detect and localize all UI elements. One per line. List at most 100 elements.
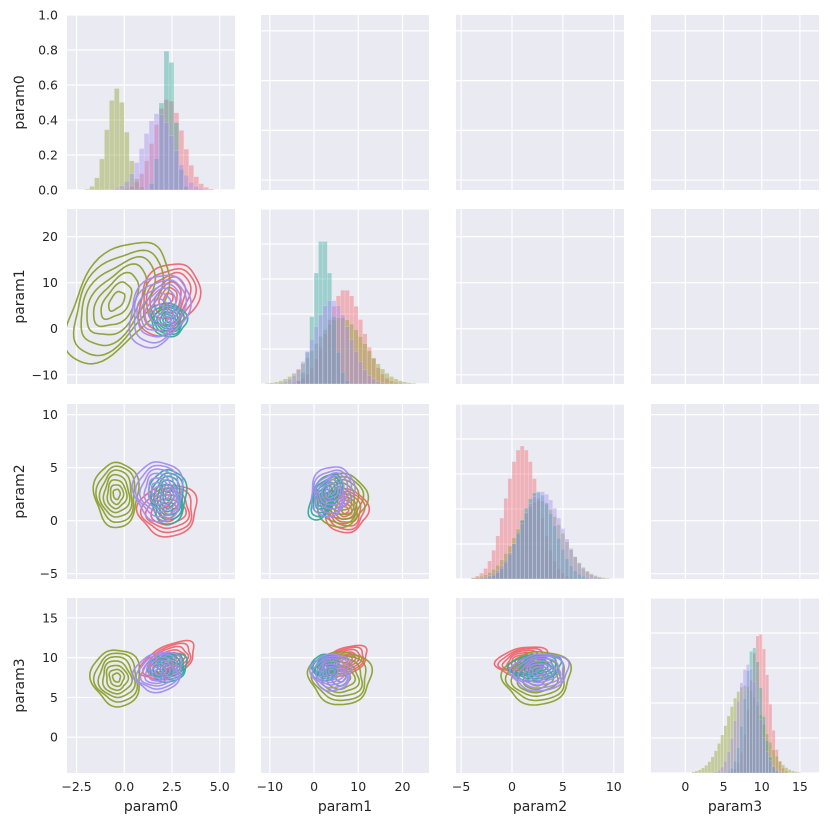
histogram-bar [198, 188, 204, 190]
histogram-bar [114, 187, 120, 190]
histogram-bar [148, 120, 155, 190]
x-tick-label: 2.5 [162, 779, 182, 794]
kde-contour-line [530, 664, 541, 671]
histogram-bar [552, 560, 558, 579]
histogram-bar [208, 188, 214, 190]
histogram-bar [714, 771, 718, 773]
histogram-bar [528, 461, 533, 579]
histogram-bar [318, 314, 324, 384]
y-tick-label: −5 [40, 566, 58, 581]
kde-contour-line [67, 241, 171, 365]
histogram-bar [495, 570, 500, 579]
histogram-bar [198, 183, 204, 190]
histogram-bar [158, 114, 165, 190]
y-tick-label: −10 [32, 367, 58, 382]
x-tick-label: 0.0 [114, 779, 134, 794]
histogram-bar [349, 383, 355, 384]
histogram-bar [296, 369, 301, 384]
histogram-bar [358, 361, 363, 384]
histogram-bar [313, 326, 319, 384]
histogram-bar [475, 575, 480, 579]
histogram-bar [471, 577, 476, 579]
histogram-bar [519, 445, 525, 579]
y-tick-label: 10 [42, 275, 58, 290]
histogram-bar [124, 188, 130, 190]
kde-contour-line [531, 665, 551, 679]
histogram-bar [322, 333, 328, 384]
y-tick-label: 0 [50, 730, 58, 745]
subplot-param3-vs-param0: 0 5 10 15 param3 −2.5 0.0 2.5 5.0 param0 [12, 598, 235, 815]
histogram-bar [730, 737, 734, 773]
histogram-bar [193, 176, 199, 190]
x-tick-label: 10 [754, 779, 770, 794]
histogram-bar [564, 575, 570, 579]
histogram-bar [778, 771, 782, 773]
histogram-bar [568, 565, 574, 579]
histogram-bar [143, 160, 150, 190]
histogram-bar [119, 102, 125, 190]
histogram-bar [163, 99, 170, 190]
histogram-bar [701, 767, 705, 773]
histogram-bar [601, 577, 606, 579]
histogram-bar [349, 295, 355, 384]
histogram-bar [402, 381, 408, 384]
histogram-bar [479, 577, 484, 579]
histogram-bar [762, 737, 766, 773]
histogram-bar [762, 648, 766, 773]
histogram-bar [556, 538, 562, 579]
histogram-bar [733, 698, 737, 773]
kde-contour-line [327, 668, 336, 676]
histogram-bar [309, 367, 315, 384]
histogram-bar [778, 761, 782, 773]
x-axis-label-param2: param2 [513, 799, 567, 815]
histogram-bar [158, 102, 165, 190]
histogram-bar [560, 528, 566, 579]
histogram-bar [313, 358, 319, 384]
histogram-bar [499, 517, 505, 579]
histogram-bar [291, 383, 297, 384]
histogram-bar [532, 496, 537, 579]
kde-contour-line [92, 652, 139, 703]
histogram-bar [540, 495, 545, 579]
histogram-bar [282, 378, 288, 384]
histogram-bar [585, 571, 590, 579]
histogram-bar [483, 576, 488, 579]
y-tick-label: 20 [42, 229, 58, 244]
histogram-bar [344, 319, 350, 384]
histogram-bar [576, 562, 582, 579]
histogram-bar [736, 763, 741, 773]
histogram-bar [471, 577, 476, 579]
histogram-bar [717, 770, 721, 773]
histogram-bar [495, 572, 500, 579]
histogram-bar [109, 100, 115, 190]
plot-area [651, 404, 819, 579]
histogram-bar [375, 381, 381, 384]
histogram-bar [507, 478, 513, 579]
histogram-bar [733, 720, 737, 773]
kde-contour-line [72, 249, 165, 357]
kde-contour-line [138, 468, 178, 513]
kde-contour-line [106, 478, 128, 510]
histogram-bar [335, 295, 341, 384]
histogram-bar [366, 375, 372, 384]
histogram-bar [507, 554, 513, 579]
histogram-bar [572, 556, 578, 579]
kde-contour-line [312, 469, 353, 515]
histogram-bar [327, 272, 332, 384]
histogram-bar [768, 742, 773, 773]
histogram-bar [511, 461, 517, 579]
histogram-bar [714, 750, 718, 773]
histogram-bar [564, 558, 570, 579]
histogram-bar [697, 769, 702, 773]
y-tick-label: 1.0 [38, 8, 58, 23]
histogram-bar [265, 383, 271, 384]
histogram-bar [384, 373, 390, 384]
histogram-bar [406, 382, 412, 384]
histogram-bar [774, 749, 779, 773]
kde-contour-line [92, 461, 140, 529]
histogram-bar [397, 383, 403, 384]
histogram-bar [781, 764, 785, 773]
histogram-bar [758, 634, 763, 773]
histogram-bar [552, 525, 558, 579]
histogram-bar [589, 574, 594, 579]
